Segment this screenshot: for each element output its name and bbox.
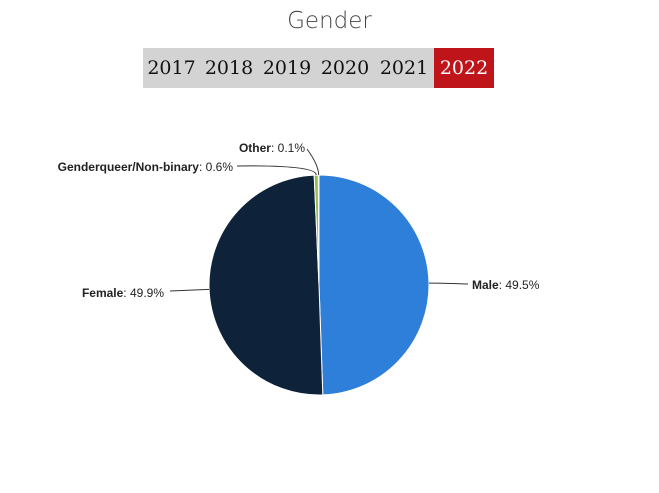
label-genderqueer-value: 0.6%	[206, 160, 234, 174]
pie-slice-female[interactable]	[208, 174, 324, 396]
label-male: Male: 49.5%	[472, 278, 540, 292]
year-selector: 2017 2018 2019 2020 2021 2022	[143, 48, 494, 88]
label-genderqueer: Genderqueer/Non-binary: 0.6%	[58, 160, 234, 174]
label-female-colon: :	[123, 286, 130, 300]
leader-line-genderqueer	[236, 165, 317, 176]
label-other-value: 0.1%	[278, 141, 306, 155]
pie-leader-lines	[169, 148, 469, 292]
label-other-name: Other	[239, 141, 271, 155]
label-genderqueer-name: Genderqueer/Non-binary	[58, 160, 200, 174]
year-tab-2019[interactable]: 2019	[262, 57, 312, 79]
label-female: Female: 49.9%	[82, 286, 164, 300]
pie-slice-other[interactable]	[317, 174, 320, 286]
label-male-colon: :	[499, 278, 506, 292]
label-other: Other: 0.1%	[239, 141, 305, 155]
pie-slices	[208, 174, 430, 396]
label-male-value: 49.5%	[505, 278, 539, 292]
year-tab-2022[interactable]: 2022	[434, 48, 494, 88]
leader-line-female	[169, 288, 210, 292]
label-other-colon: :	[271, 141, 278, 155]
chart-title: Gender	[287, 8, 372, 34]
pie-slice-male[interactable]	[318, 174, 430, 396]
year-tab-2021[interactable]: 2021	[379, 57, 429, 79]
year-tab-2020[interactable]: 2020	[320, 57, 370, 79]
leader-line-male	[428, 282, 469, 285]
label-genderqueer-colon: :	[199, 160, 206, 174]
year-tab-2018[interactable]: 2018	[204, 57, 254, 79]
label-female-value: 49.9%	[130, 286, 164, 300]
label-female-name: Female	[82, 286, 124, 300]
year-tab-2017[interactable]: 2017	[147, 57, 196, 79]
label-male-name: Male	[472, 278, 499, 292]
leader-line-other	[306, 148, 320, 176]
